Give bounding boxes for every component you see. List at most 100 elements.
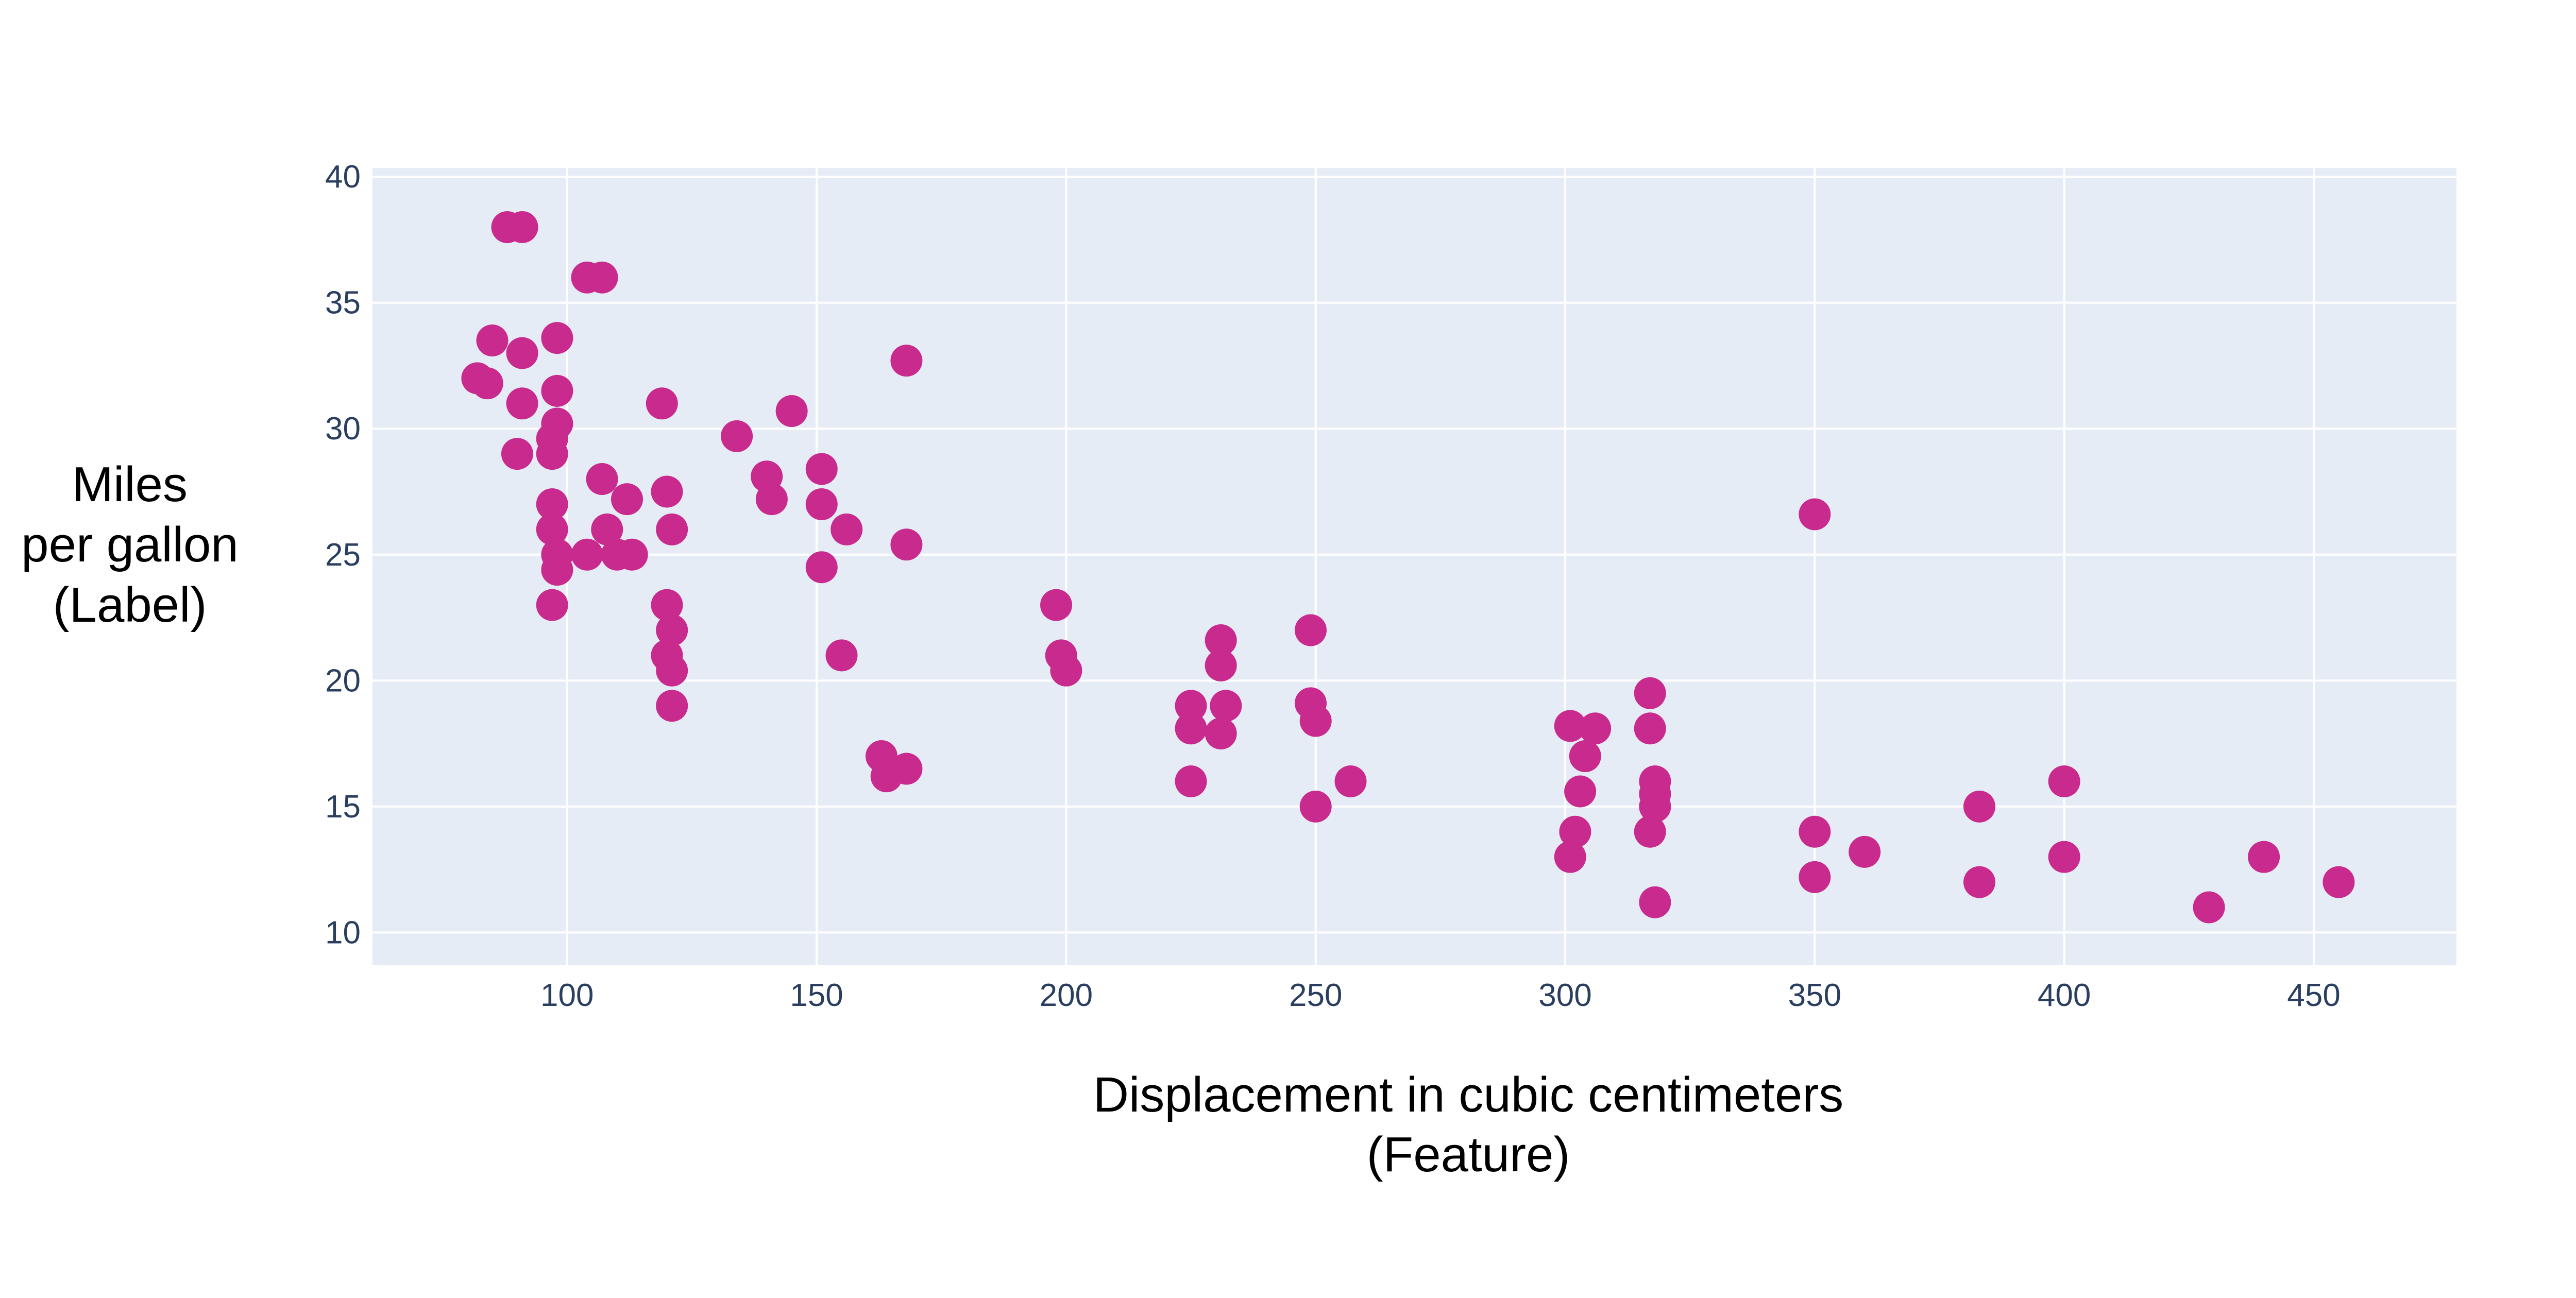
data-point bbox=[805, 453, 838, 485]
data-point bbox=[1559, 815, 1591, 848]
x-tick-label: 200 bbox=[1040, 978, 1093, 1013]
data-point bbox=[1634, 677, 1666, 709]
data-point bbox=[586, 261, 618, 294]
data-point bbox=[591, 513, 623, 545]
data-point bbox=[1639, 886, 1671, 918]
y-axis-title-line-2: per gallon bbox=[21, 517, 239, 572]
data-point bbox=[1299, 705, 1332, 737]
data-point bbox=[506, 337, 538, 369]
x-tick-label: 250 bbox=[1289, 978, 1342, 1013]
data-point bbox=[890, 528, 923, 561]
data-point bbox=[536, 438, 568, 470]
data-point bbox=[586, 463, 618, 496]
data-point bbox=[1799, 861, 1831, 893]
data-point bbox=[471, 367, 503, 400]
x-tick-label: 350 bbox=[1788, 978, 1841, 1013]
y-tick-label: 20 bbox=[325, 663, 361, 698]
y-tick-label: 15 bbox=[325, 789, 361, 825]
data-point bbox=[611, 483, 643, 516]
data-point bbox=[646, 387, 678, 420]
data-point bbox=[1963, 866, 1995, 898]
data-point bbox=[1334, 765, 1367, 797]
data-point bbox=[755, 483, 788, 516]
data-point bbox=[1175, 765, 1207, 797]
data-point bbox=[2048, 765, 2080, 797]
data-point bbox=[1799, 815, 1831, 848]
data-point bbox=[1634, 815, 1666, 848]
x-axis-title: Displacement in cubic centimeters (Featu… bbox=[1093, 1067, 1844, 1182]
x-tick-label: 100 bbox=[540, 978, 594, 1013]
y-tick-label: 40 bbox=[325, 159, 361, 195]
y-axis-tick-labels: 10 15 20 25 30 35 40 bbox=[325, 159, 361, 950]
data-point bbox=[1634, 712, 1666, 745]
data-point bbox=[1579, 712, 1612, 745]
data-point bbox=[1299, 790, 1332, 823]
data-point bbox=[1210, 690, 1242, 722]
x-axis-title-line-2: (Feature) bbox=[1367, 1127, 1570, 1182]
x-tick-label: 450 bbox=[2287, 978, 2340, 1013]
y-axis-title-line-3: (Label) bbox=[53, 577, 207, 633]
x-axis-tick-labels: 100 150 200 250 300 350 400 450 bbox=[540, 978, 2341, 1013]
data-point bbox=[536, 513, 568, 545]
data-point bbox=[536, 589, 568, 621]
data-point bbox=[1569, 740, 1601, 773]
gridlines bbox=[372, 168, 2456, 965]
data-point bbox=[1564, 775, 1597, 808]
data-point bbox=[656, 614, 688, 646]
data-point bbox=[1554, 710, 1586, 742]
data-point bbox=[825, 639, 858, 672]
x-tick-label: 400 bbox=[2038, 978, 2091, 1013]
data-point bbox=[541, 374, 573, 407]
data-point bbox=[805, 551, 838, 584]
y-tick-label: 35 bbox=[325, 285, 361, 321]
data-point bbox=[541, 407, 573, 440]
plot-area bbox=[372, 168, 2456, 965]
data-point bbox=[1205, 718, 1237, 750]
data-point bbox=[890, 345, 923, 377]
data-point bbox=[2323, 866, 2355, 898]
data-point bbox=[1799, 498, 1831, 531]
y-tick-label: 10 bbox=[325, 915, 361, 950]
data-point bbox=[656, 690, 688, 722]
y-tick-label: 30 bbox=[325, 411, 361, 447]
x-tick-label: 300 bbox=[1538, 978, 1591, 1013]
data-point bbox=[1295, 614, 1327, 646]
data-point bbox=[616, 538, 648, 571]
data-point bbox=[1205, 624, 1237, 657]
data-point bbox=[2248, 841, 2280, 873]
data-point bbox=[506, 211, 538, 243]
data-point bbox=[506, 387, 538, 420]
data-point bbox=[721, 420, 753, 452]
data-point bbox=[536, 488, 568, 520]
data-point bbox=[571, 538, 603, 571]
data-point bbox=[656, 654, 688, 687]
data-point bbox=[1175, 712, 1207, 745]
data-point bbox=[775, 395, 808, 427]
data-points bbox=[461, 211, 2355, 924]
data-point bbox=[1175, 690, 1207, 722]
data-point bbox=[541, 554, 573, 586]
data-point bbox=[831, 513, 863, 545]
y-axis-title: Miles per gallon (Label) bbox=[21, 457, 239, 633]
data-point bbox=[1040, 589, 1073, 621]
data-point bbox=[501, 438, 533, 470]
data-point bbox=[651, 475, 683, 508]
data-point bbox=[1554, 841, 1586, 873]
data-point bbox=[2193, 891, 2225, 924]
data-point bbox=[1639, 790, 1671, 823]
y-tick-label: 25 bbox=[325, 537, 361, 573]
data-point bbox=[2048, 841, 2080, 873]
x-tick-label: 150 bbox=[790, 978, 843, 1013]
data-point bbox=[1963, 790, 1995, 823]
data-point bbox=[890, 753, 923, 785]
data-point bbox=[541, 322, 573, 354]
data-point bbox=[1849, 835, 1881, 868]
data-point bbox=[651, 589, 683, 621]
data-point bbox=[476, 324, 509, 357]
data-point bbox=[1205, 649, 1237, 681]
y-axis-title-line-1: Miles bbox=[72, 457, 188, 512]
data-point bbox=[656, 513, 688, 545]
data-point bbox=[1050, 654, 1082, 687]
